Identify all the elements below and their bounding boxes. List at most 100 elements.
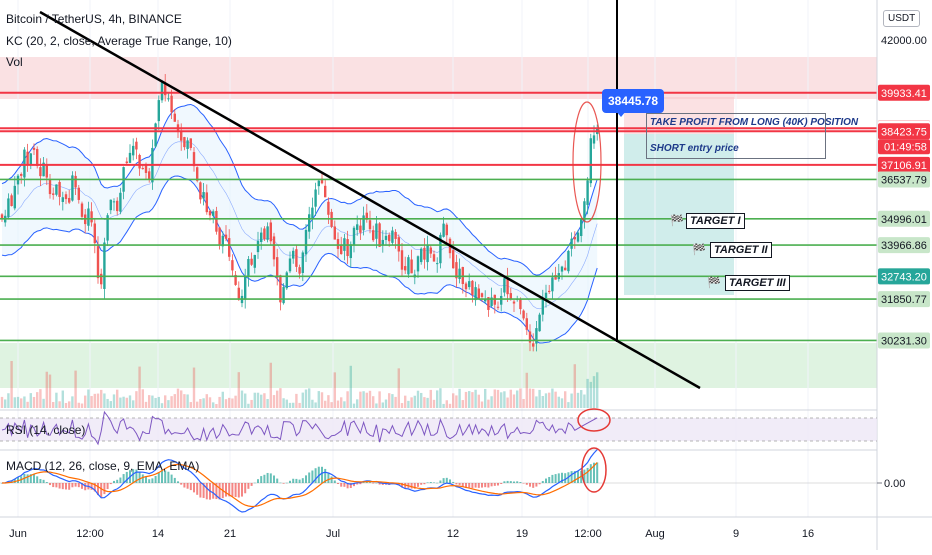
symbol-legend[interactable]: Bitcoin / TetherUS, 4h, BINANCE [6, 12, 182, 26]
target-3-label[interactable]: TARGET III [725, 275, 790, 291]
macd-hist-bar [423, 483, 426, 485]
volume-bar [356, 399, 359, 408]
volume-bar [439, 388, 442, 408]
volume-bar [464, 391, 468, 408]
volume-bar [554, 391, 557, 408]
target-1-label[interactable]: TARGET I [686, 213, 745, 229]
volume-bar [525, 372, 528, 408]
price-axis-label-text: 37106.91 [881, 160, 927, 172]
volume-bar [506, 397, 509, 408]
volume-bar [586, 378, 589, 408]
price-axis-label[interactable]: 38423.75 01:49:58 [878, 123, 930, 155]
volume-bar [167, 400, 170, 408]
time-axis[interactable]: Jun 12:00 14 21 Jul 12 19 12:00 Aug 9 16 [9, 528, 814, 540]
price-axis-label-text: 34996.01 [881, 214, 927, 226]
macd-hist-bar [164, 470, 167, 483]
volume-bar [212, 402, 215, 408]
volume-bar [68, 401, 71, 408]
volume-bar [493, 389, 496, 408]
macd-hist-bar [292, 478, 295, 483]
price-axis-label[interactable]: 34996.01 [878, 210, 930, 227]
volume-bar [26, 401, 29, 408]
volume-bar [292, 402, 295, 408]
price-axis-label-text: 30231.30 [881, 335, 927, 347]
price-axis-label[interactable]: 37106.91 [878, 156, 930, 173]
volume-bar [180, 390, 183, 408]
candle-body [138, 154, 141, 169]
target-2-label[interactable]: TARGET II [710, 242, 772, 258]
currency-unit[interactable]: USDT [883, 10, 921, 27]
volume-bar [368, 390, 372, 408]
price-axis-label[interactable]: 30231.30 [878, 332, 930, 349]
price-axis-label[interactable]: 31850.77 [878, 291, 930, 308]
kc-legend[interactable]: KC (20, 2, close, Average True Range, 10… [6, 34, 232, 48]
macd-hist-bar [269, 473, 272, 483]
macd-hist-bar [193, 483, 195, 493]
candle-body [580, 218, 583, 237]
price-axis-label[interactable]: 33966.86 [878, 237, 930, 254]
volume-bar [570, 393, 573, 408]
descending-trend-line[interactable] [39, 10, 701, 390]
price-axis-label[interactable]: 39933.41 [878, 84, 930, 101]
volume-bar [391, 394, 394, 408]
volume-bar [410, 397, 413, 408]
price-axis-label[interactable]: 42000.00 [878, 32, 930, 48]
macd-legend[interactable]: MACD (12, 26, close, 9, EMA, EMA) [6, 459, 200, 473]
candle-body [388, 234, 391, 242]
macd-hist-bar [538, 483, 541, 485]
price-axis-label[interactable]: 36537.79 [878, 171, 930, 188]
volume-bar [349, 365, 352, 408]
macd-hist-bar [154, 476, 157, 483]
volume-bar [324, 400, 327, 408]
price-axis[interactable]: 42000.0039933.4138545.4338532.4938423.75… [878, 32, 930, 349]
price-callout[interactable]: 38445.78 [602, 89, 665, 113]
macd-hist-bar [180, 483, 183, 485]
macd-hist-bar [458, 483, 461, 485]
volume-bar [202, 398, 205, 408]
volume-bar [221, 391, 224, 408]
volume-bar [224, 399, 228, 408]
candle-body [90, 211, 93, 223]
volume-bar [186, 394, 189, 408]
macd-hist-bar [58, 483, 61, 489]
breakout-highlight-ellipse [572, 101, 602, 223]
volume-bar [7, 393, 10, 408]
candle-body [282, 286, 285, 304]
candle-body [100, 273, 103, 285]
macd-hist-bar [596, 462, 599, 483]
macd-hist-bar [279, 482, 282, 484]
macd-hist-bar [13, 478, 16, 483]
volume-bar [23, 396, 26, 408]
candle-body [234, 274, 237, 285]
time-axis-tick-label: 21 [224, 528, 236, 540]
support-zone [0, 343, 877, 388]
volume-bar [128, 395, 132, 408]
rsi-legend[interactable]: RSI (14, close) [6, 423, 86, 437]
macd-hist-bar [135, 469, 138, 483]
candle-body [189, 138, 192, 148]
price-axis-label[interactable]: 32743.20 [878, 268, 930, 285]
candle-body [583, 201, 586, 221]
candle-body [423, 247, 426, 260]
vol-legend[interactable]: Vol [6, 55, 23, 69]
candle-body [538, 314, 541, 332]
volume-bar [484, 388, 487, 408]
volume-bar [192, 367, 196, 408]
volume-bar [416, 390, 420, 408]
macd-hist-bar [324, 468, 327, 483]
candle-body [356, 224, 359, 230]
macd-hist-bar [305, 475, 307, 483]
time-axis-tick-label: Jun [9, 528, 27, 540]
volume-bar [384, 399, 388, 408]
volume-bar [100, 389, 103, 408]
macd-hist-bar [273, 475, 275, 483]
macd-hist-bar [465, 483, 467, 488]
candle-body [340, 245, 343, 255]
volume-bar [285, 399, 288, 408]
macd-hist-bar [116, 479, 119, 483]
macd-hist-bar [551, 474, 554, 483]
volume-bar [215, 403, 218, 408]
macd-hist-bar [77, 483, 80, 488]
